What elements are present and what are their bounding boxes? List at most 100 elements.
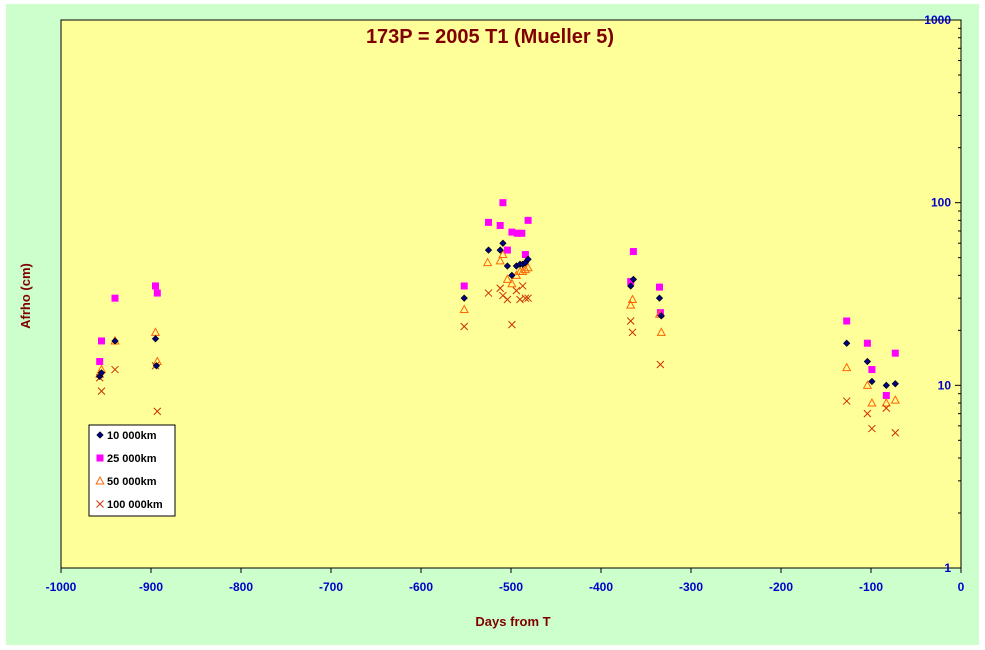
- data-point: [503, 262, 512, 270]
- x-stroke: [496, 284, 505, 293]
- x-stroke: [499, 291, 507, 300]
- x-stroke: [628, 328, 637, 337]
- x-tick-label: -400: [589, 580, 613, 594]
- data-point: [628, 328, 637, 337]
- data-point: [629, 248, 637, 256]
- data-point: [152, 362, 161, 370]
- data-point: [498, 249, 508, 259]
- data-point: [153, 289, 161, 297]
- x-stroke: [518, 282, 527, 290]
- data-point: [868, 424, 876, 433]
- data-point: [842, 397, 851, 405]
- data-point: [485, 218, 492, 226]
- x-stroke: [111, 365, 119, 374]
- x-tick-label: -900: [139, 580, 163, 594]
- data-point: [484, 246, 493, 254]
- x-stroke: [891, 428, 900, 437]
- x-tick-label: -1000: [46, 580, 77, 594]
- data-point: [626, 317, 635, 325]
- x-stroke: [96, 500, 104, 508]
- legend: 10 000km 25 000km 50 000km 100 000km: [88, 424, 176, 517]
- data-point: [460, 294, 468, 302]
- axes-layer: -1000 -900 -800 -700 -600 -500 -400 -300 -200 -10…: [46, 13, 965, 594]
- legend-label: 10 000km: [107, 430, 157, 442]
- data-point: [151, 335, 160, 343]
- data-point: [629, 275, 638, 284]
- data-point: [460, 282, 468, 290]
- data-point: [868, 377, 876, 386]
- x-tick-label: -600: [409, 580, 433, 594]
- data-point: [460, 322, 469, 331]
- data-point: [657, 312, 665, 320]
- y-axis-title: Afrho (cm): [18, 263, 33, 329]
- data-point: [863, 339, 871, 347]
- data-point: [459, 304, 469, 314]
- data-point: [862, 380, 873, 389]
- x-tick-label: -500: [499, 580, 523, 594]
- data-point: [111, 337, 119, 345]
- data-point: [881, 397, 891, 407]
- y-tick-label: 10: [938, 378, 952, 392]
- data-point: [890, 395, 900, 404]
- data-point: [891, 349, 899, 357]
- data-point: [496, 284, 505, 293]
- data-point: [656, 360, 665, 369]
- data-point: [495, 255, 505, 265]
- data-point: [111, 365, 119, 374]
- data-point: [656, 327, 666, 336]
- data-point: [627, 294, 638, 304]
- x-stroke: [521, 294, 530, 303]
- x-stroke: [626, 317, 635, 325]
- data-point: [503, 246, 511, 254]
- data-point: [513, 229, 521, 237]
- y-tick-label: 1000: [924, 13, 951, 27]
- data-point: [843, 339, 851, 347]
- data-point: [518, 229, 526, 237]
- data-point: [843, 317, 851, 325]
- x-stroke: [656, 360, 665, 369]
- x-axis-title: Days from T: [475, 614, 550, 629]
- x-tick-label: -800: [229, 580, 253, 594]
- legend-label: 50 000km: [107, 476, 157, 488]
- data-point: [842, 362, 852, 372]
- data-point: [508, 228, 516, 236]
- x-stroke: [484, 289, 493, 297]
- x-stroke: [868, 424, 876, 433]
- data-point: [96, 358, 104, 366]
- data-point: [499, 239, 507, 247]
- data-point: [518, 282, 527, 290]
- x-stroke: [460, 322, 469, 331]
- data-point: [98, 337, 105, 345]
- x-stroke: [508, 320, 516, 329]
- legend-label: 25 000km: [107, 453, 157, 465]
- data-point: [502, 274, 513, 283]
- y-tick-label: 100: [931, 196, 951, 210]
- data-point: [97, 369, 106, 377]
- data-point: [891, 380, 899, 388]
- data-point: [512, 286, 521, 295]
- x-tick-label: -300: [679, 580, 703, 594]
- data-point: [627, 282, 635, 290]
- data-point: [521, 251, 529, 259]
- chart-title: 173P = 2005 T1 (Mueller 5): [366, 26, 614, 48]
- series-x: [95, 282, 900, 437]
- x-tick-label: -200: [769, 580, 793, 594]
- data-point: [863, 357, 872, 366]
- series-diamond: [96, 239, 899, 389]
- data-point: [656, 283, 663, 291]
- x-stroke: [524, 294, 532, 303]
- data-point: [97, 387, 106, 395]
- data-point: [482, 257, 493, 267]
- data-point: [503, 295, 512, 304]
- data-point: [868, 366, 876, 374]
- legend-marker: [95, 475, 105, 485]
- legend-marker: [96, 454, 104, 462]
- marks-layer: [95, 199, 900, 437]
- data-point: [867, 397, 877, 407]
- data-point: [863, 409, 872, 418]
- data-point: [882, 404, 891, 413]
- data-point: [508, 271, 516, 279]
- legend-marker: [96, 431, 104, 439]
- data-point: [499, 199, 507, 207]
